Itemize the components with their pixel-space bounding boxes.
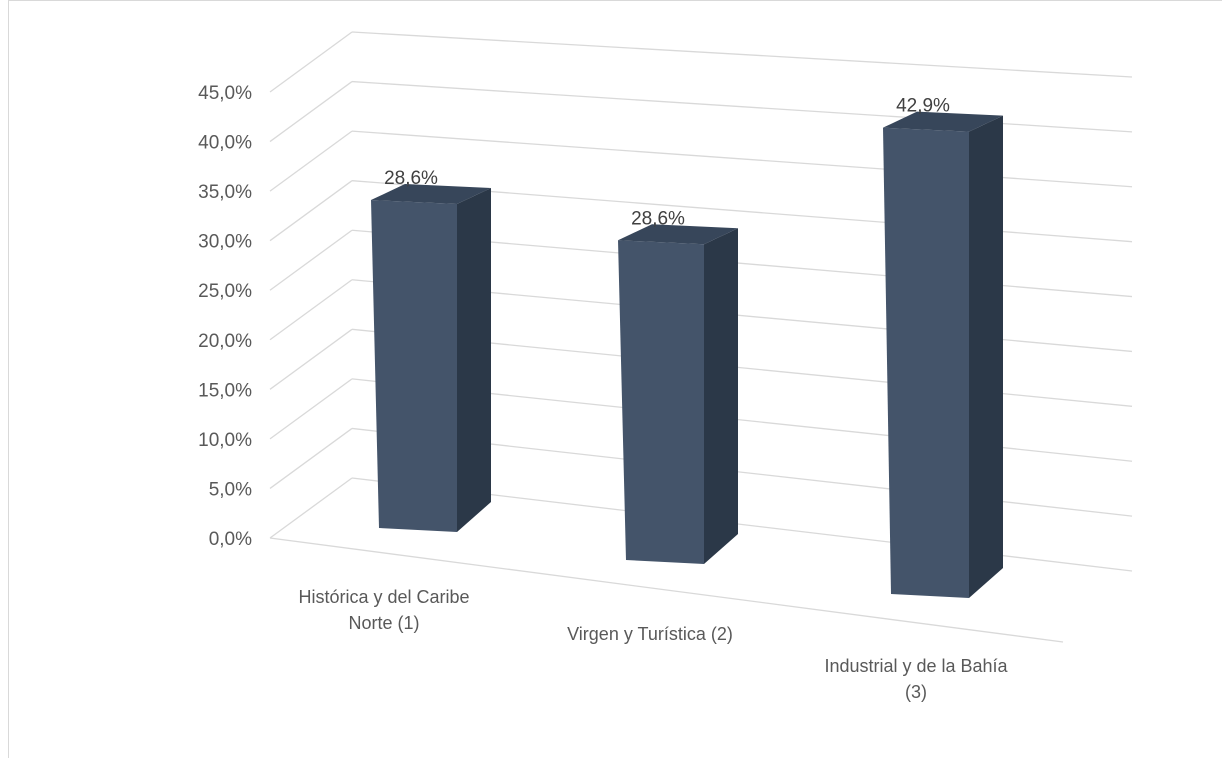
y-axis-tick-labels: 0,0% 5,0% 10,0% 15,0% 20,0% 25,0% 30,0% 35,0% 40… bbox=[198, 83, 252, 550]
bar-front-1 bbox=[371, 200, 457, 532]
data-label-3: 42,9% bbox=[896, 96, 950, 117]
category-label-layer: Histórica y del Caribe Norte (1) Virgen y … bbox=[298, 587, 1008, 702]
gridline-side-8 bbox=[269, 81, 353, 143]
data-label-1: 28,6% bbox=[384, 168, 438, 189]
bar-side-2 bbox=[704, 228, 738, 564]
y-tick-label: 45,0% bbox=[198, 83, 252, 104]
y-tick-label: 10,0% bbox=[198, 430, 252, 451]
gridline-side-1 bbox=[269, 427, 353, 489]
data-label-2: 28,6% bbox=[631, 208, 685, 229]
gridline-side-7 bbox=[269, 130, 353, 192]
bar-front-2 bbox=[618, 240, 704, 564]
y-tick-label: 30,0% bbox=[198, 232, 252, 253]
bar-top-1 bbox=[371, 184, 491, 205]
category-label-3: Industrial y de la Bahía (3) bbox=[824, 656, 1008, 702]
y-tick-label: 20,0% bbox=[198, 331, 252, 352]
category-label-line: Industrial y de la Bahía bbox=[824, 656, 1008, 676]
bar-side-3 bbox=[969, 115, 1003, 598]
floor-front-edge bbox=[269, 537, 1064, 643]
bar-front-3 bbox=[883, 127, 969, 598]
y-tick-label: 35,0% bbox=[198, 182, 252, 203]
y-tick-label: 15,0% bbox=[198, 380, 252, 401]
gridline-back-9 bbox=[351, 31, 1133, 78]
gridline-back-7 bbox=[351, 130, 1133, 188]
gridline-side-6 bbox=[269, 180, 353, 242]
chart-frame bbox=[8, 0, 1222, 758]
gridline-side-3 bbox=[269, 328, 353, 390]
category-label-2: Virgen y Turística (2) bbox=[567, 624, 733, 644]
data-label-layer: 28,6% 28,6% 42,9% bbox=[384, 96, 950, 230]
category-label-line: Virgen y Turística (2) bbox=[567, 624, 733, 644]
category-label-line: Histórica y del Caribe bbox=[298, 587, 469, 607]
y-tick-label: 0,0% bbox=[209, 529, 252, 550]
bar-top-3 bbox=[883, 111, 1003, 132]
gridline-side-2 bbox=[269, 378, 353, 440]
bar-layer bbox=[371, 111, 1003, 598]
y-tick-label: 40,0% bbox=[198, 133, 252, 154]
y-tick-label: 5,0% bbox=[209, 479, 252, 500]
bar-top-2 bbox=[618, 224, 738, 245]
category-label-line: Norte (1) bbox=[348, 613, 419, 633]
gridline-side-0 bbox=[269, 477, 353, 539]
gridline-side-5 bbox=[269, 229, 353, 291]
category-label-line: (3) bbox=[905, 682, 927, 702]
gridline-side-9 bbox=[269, 31, 353, 93]
gridline-side-4 bbox=[269, 279, 353, 341]
category-label-1: Histórica y del Caribe Norte (1) bbox=[298, 587, 469, 633]
y-tick-label: 25,0% bbox=[198, 281, 252, 302]
bar-side-1 bbox=[457, 188, 491, 532]
gridline-back-8 bbox=[351, 80, 1133, 133]
